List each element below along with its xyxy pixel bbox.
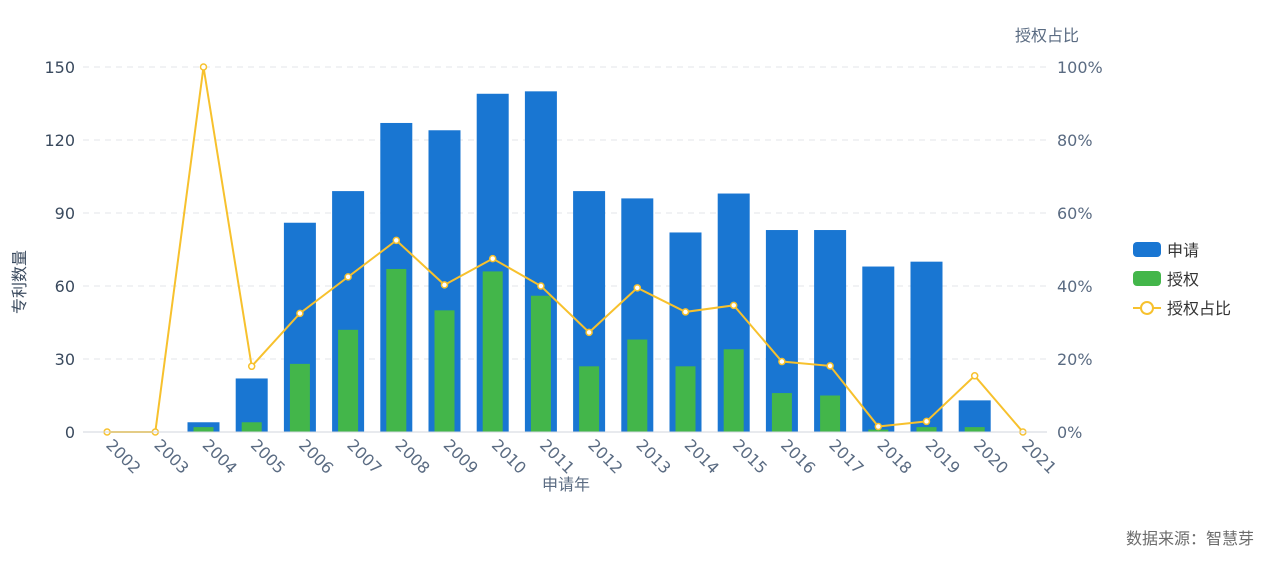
ratio-series-line	[107, 66, 1024, 433]
source-note: 数据来源：智慧芽	[1125, 529, 1254, 548]
y-tick-label: 90	[55, 204, 75, 223]
bar-granted	[868, 429, 889, 432]
legend-item-granted[interactable]: 授权	[1133, 270, 1199, 289]
ratio-point	[440, 281, 449, 289]
ratio-point	[778, 357, 786, 366]
x-tick-label: 2002	[102, 435, 144, 477]
ratio-point	[585, 328, 593, 337]
ratio-line	[103, 63, 1027, 436]
y-tick-label: 60	[55, 277, 75, 296]
x-tick-label: 2018	[873, 435, 915, 477]
legend-item-ratio[interactable]: 授权占比	[1133, 299, 1231, 318]
x-tick-label: 2013	[632, 435, 674, 477]
ratio-point	[729, 301, 738, 310]
ratio-point	[199, 63, 208, 71]
ratio-point	[488, 254, 497, 263]
bar-granted	[627, 339, 648, 432]
x-tick-label: 2009	[440, 435, 482, 477]
x-tick-label: 2004	[199, 435, 241, 477]
y2-tick-label: 40%	[1057, 277, 1093, 296]
bar-granted	[434, 310, 455, 432]
bar-applied	[910, 261, 943, 432]
legend-marker-ratio	[1140, 301, 1154, 315]
bar-granted	[820, 395, 841, 432]
y-axis-label: 专利数量	[10, 250, 29, 314]
x-tick-label: 2005	[247, 435, 289, 477]
bar-granted	[241, 422, 262, 432]
x-tick-label: 2008	[391, 435, 433, 477]
bars	[187, 91, 991, 433]
ratio-point	[681, 308, 690, 316]
y2-tick-label: 100%	[1057, 58, 1103, 77]
legend-swatch-applied	[1133, 242, 1161, 257]
x-axis-label: 申请年	[542, 475, 590, 494]
y-tick-label: 0	[65, 423, 75, 442]
x-tick-label: 2007	[343, 435, 385, 477]
y-tick-label: 30	[55, 350, 75, 369]
ratio-point	[633, 284, 642, 292]
bar-granted	[193, 427, 214, 432]
x-tick-label: 2019	[922, 435, 964, 477]
y2-tick-label: 80%	[1057, 131, 1093, 150]
legend-swatch-granted	[1133, 271, 1161, 286]
ratio-point	[392, 236, 401, 245]
x-tick-label: 2006	[295, 435, 337, 477]
legend-label-ratio: 授权占比	[1167, 299, 1231, 318]
ratio-point	[826, 362, 834, 370]
ratio-point	[537, 282, 545, 290]
legend: 申请 授权 授权占比	[1133, 241, 1231, 318]
bar-applied	[958, 400, 991, 432]
bar-granted	[289, 363, 310, 432]
y2-tick-label: 20%	[1057, 350, 1093, 369]
bar-granted	[482, 271, 503, 432]
bar-granted	[771, 393, 792, 432]
y2-tick-label: 60%	[1057, 204, 1093, 223]
ratio-point	[344, 273, 352, 281]
bar-granted	[675, 366, 696, 432]
bar-granted	[579, 366, 600, 432]
bar-granted	[386, 268, 407, 432]
bar-granted	[723, 349, 744, 432]
bar-applied	[862, 266, 895, 432]
ratio-point	[874, 422, 883, 431]
x-tick-label: 2021	[1018, 435, 1060, 477]
bar-granted	[338, 329, 359, 432]
x-tick-label: 2015	[729, 435, 771, 477]
x-tick-label: 2017	[825, 435, 867, 477]
bar-granted	[964, 427, 985, 432]
x-tick-label: 2003	[150, 435, 192, 477]
y2-axis-label: 授权占比	[1015, 26, 1079, 45]
legend-item-applied[interactable]: 申请	[1133, 241, 1199, 260]
x-tick-label: 2012	[584, 435, 626, 477]
y2-tick-label: 0%	[1057, 423, 1082, 442]
x-tick-label: 2014	[681, 435, 723, 477]
x-tick-label: 2011	[536, 435, 578, 477]
y-tick-label: 150	[44, 58, 75, 77]
bar-granted	[530, 295, 551, 432]
ratio-point	[296, 309, 304, 318]
ratio-point	[922, 417, 931, 426]
legend-label-applied: 申请	[1167, 241, 1199, 260]
bar-granted	[916, 427, 937, 432]
ratio-point	[970, 372, 979, 380]
x-tick-label: 2010	[488, 435, 530, 477]
ratio-point	[247, 362, 256, 371]
x-tick-label: 2016	[777, 435, 819, 477]
x-tick-label: 2020	[970, 435, 1012, 477]
y-tick-label: 120	[44, 131, 75, 150]
legend-label-granted: 授权	[1167, 270, 1199, 289]
